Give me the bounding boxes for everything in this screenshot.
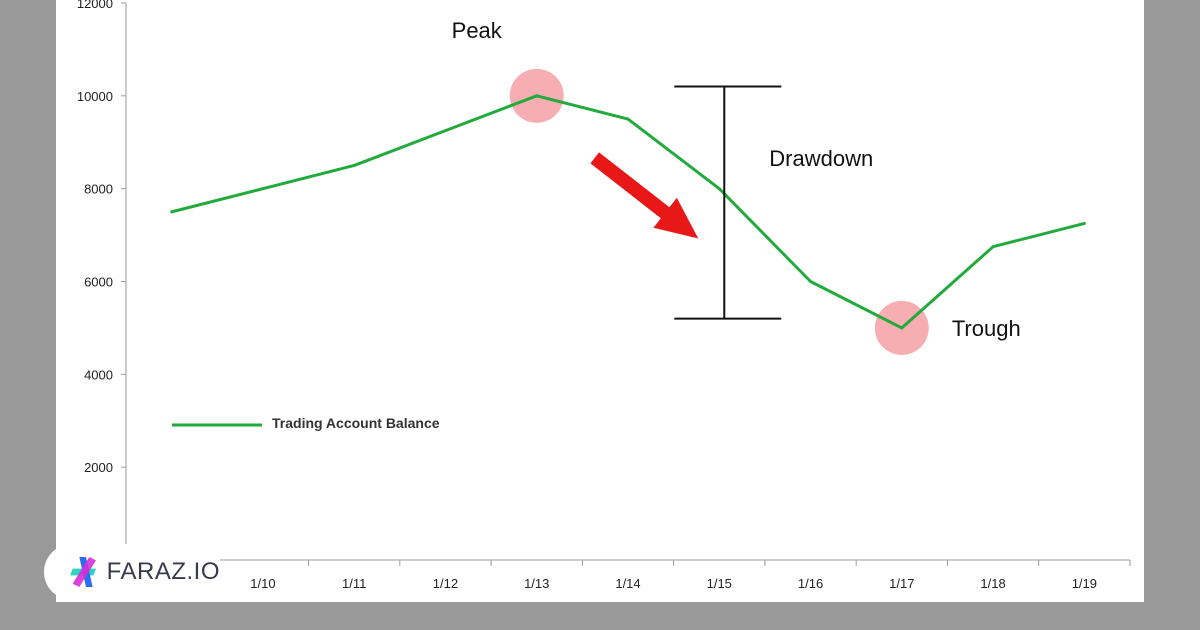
x-tick-label: 1/11 — [342, 576, 366, 591]
y-tick-label: 12000 — [77, 0, 113, 11]
series-line — [171, 94, 1085, 330]
red-arrow-icon — [590, 152, 699, 239]
data-point — [717, 187, 721, 191]
y-axis-ticks: 2000 4000 6000 8000 10000 12000 — [77, 0, 126, 475]
drawdown-label: Drawdown — [769, 146, 873, 171]
data-point — [1082, 221, 1086, 225]
data-point — [352, 163, 356, 167]
peak-label: Peak — [452, 18, 503, 43]
x-tick-label: 1/19 — [1072, 576, 1097, 591]
data-point — [535, 94, 539, 98]
y-tick-label: 8000 — [84, 182, 113, 197]
data-point — [443, 129, 447, 133]
x-tick-label: 1/16 — [798, 576, 823, 591]
brand-badge: FARAZ.IO — [44, 544, 220, 600]
x-tick-label: 1/13 — [524, 576, 549, 591]
annotation-labels: Peak Drawdown Trough — [452, 18, 1021, 341]
highlight-circles — [509, 68, 929, 355]
x-tick-label: 1/12 — [433, 576, 458, 591]
series-layer — [170, 94, 1086, 330]
x-tick-label: 1/15 — [707, 576, 732, 591]
chart-legend: Trading Account Balance — [172, 415, 440, 431]
x-tick-label: 1/17 — [889, 576, 914, 591]
data-point — [170, 210, 174, 214]
drawdown-bracket — [674, 85, 782, 320]
data-point — [809, 280, 813, 283]
data-point — [626, 117, 630, 121]
x-tick-label: 1/10 — [250, 576, 275, 591]
data-point — [991, 245, 995, 249]
decline-arrow — [590, 152, 699, 239]
faraz-logo-icon — [70, 557, 96, 587]
y-tick-label: 6000 — [84, 275, 113, 290]
chart-panel — [56, 0, 1144, 602]
y-tick-label: 4000 — [84, 367, 113, 382]
y-tick-label: 2000 — [84, 460, 113, 475]
brand-name: FARAZ.IO — [106, 558, 220, 585]
trough-label: Trough — [952, 316, 1021, 341]
x-tick-label: 1/14 — [615, 576, 640, 591]
data-point — [261, 187, 265, 191]
x-axis-ticks: 1/91/101/111/121/131/141/151/161/171/181… — [125, 560, 1131, 591]
x-tick-label: 1/18 — [980, 576, 1005, 591]
data-point — [900, 326, 904, 330]
chart-axes — [125, 3, 1130, 561]
legend-label: Trading Account Balance — [272, 415, 440, 431]
y-tick-label: 10000 — [77, 89, 113, 104]
